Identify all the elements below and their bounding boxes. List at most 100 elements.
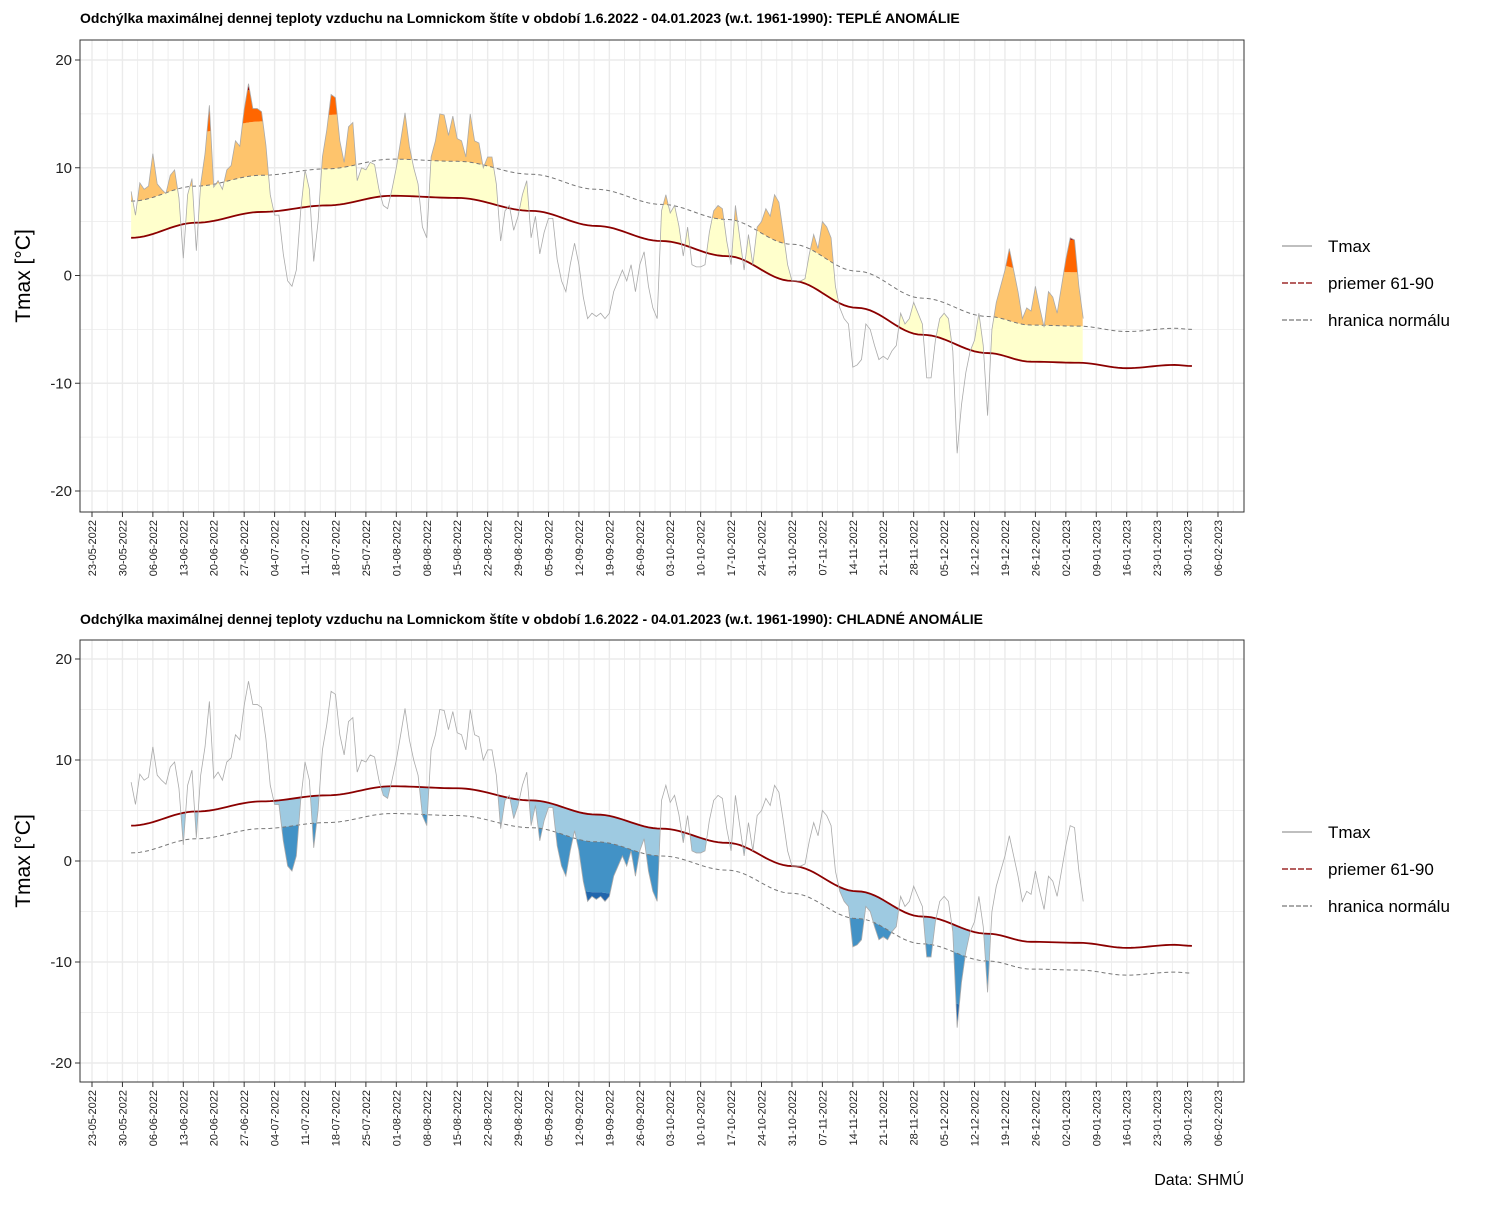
x-tick-label: 20-06-2022: [209, 520, 221, 576]
anomaly-band-1: [181, 812, 186, 841]
anomaly-band-2: [282, 825, 299, 872]
x-tick-label: 01-08-2022: [391, 520, 403, 576]
anomaly-band-1: [509, 798, 520, 819]
x-tick-label: 29-08-2022: [513, 520, 525, 576]
lines-cold: [130, 681, 1192, 1028]
x-tick-label: 06-02-2023: [1213, 520, 1225, 576]
x-tick-label: 24-10-2022: [757, 520, 769, 576]
anomaly-band-1: [923, 916, 936, 945]
x-tick-label: 13-06-2022: [178, 520, 190, 576]
anomaly-band-1: [529, 800, 660, 856]
anomaly-band-1: [310, 795, 319, 824]
x-tick-label: 15-08-2022: [452, 520, 464, 576]
x-tick-label: 10-10-2022: [696, 520, 708, 576]
anomaly-band-1: [198, 175, 274, 223]
anomaly-band-2: [166, 169, 178, 193]
x-tick-label: 12-12-2022: [970, 520, 982, 576]
anomaly-band-2: [556, 832, 573, 877]
x-tick-label: 06-06-2022: [148, 1090, 160, 1146]
anomaly-band-1: [684, 227, 690, 247]
warm-anomalies-panel: Odchýlka maximálnej dennej teploty vzduc…: [12, 10, 1450, 576]
x-tick-label: 19-12-2022: [1000, 1090, 1012, 1146]
x-tick-label: 26-09-2022: [635, 1090, 647, 1146]
legend-warm: Tmax priemer 61-90 hranica normálu: [1282, 237, 1450, 330]
x-tick-label: 19-09-2022: [604, 1090, 616, 1146]
x-tick-label: 10-10-2022: [696, 1090, 708, 1146]
anomaly-band-2: [422, 814, 428, 826]
y-axis-label-warm: Tmax [°C]: [12, 229, 35, 323]
anomaly-band-2: [663, 194, 669, 205]
x-tick-label: 12-09-2022: [574, 1090, 586, 1146]
normal-limit-line: [131, 813, 1192, 976]
x-tick-label: 18-07-2022: [330, 1090, 342, 1146]
anomaly-band-3: [1064, 239, 1078, 273]
x-tick-label: 16-01-2023: [1122, 1090, 1134, 1146]
y-tick-label: 10: [55, 160, 72, 177]
x-tick-label: 21-11-2022: [878, 520, 890, 575]
anomaly-band-1: [131, 189, 181, 238]
anomaly-band-2: [925, 943, 933, 957]
anomaly-band-2: [757, 194, 785, 244]
y-axis-cold: 20 10 0 -10 -20: [50, 651, 80, 1072]
x-tick-label: 09-01-2023: [1091, 520, 1103, 576]
x-tick-label: 12-12-2022: [970, 1090, 982, 1146]
anomaly-band-2: [200, 130, 214, 186]
cold-anomalies-panel: Odchýlka maximálnej dennej teploty vzduc…: [12, 611, 1450, 1146]
x-tick-label: 05-09-2022: [543, 520, 555, 576]
anomaly-band-1: [301, 170, 310, 208]
x-tick-label: 06-02-2023: [1213, 1090, 1225, 1146]
anomaly-band-2: [953, 951, 965, 1005]
x-tick-label: 27-06-2022: [239, 520, 251, 576]
anomaly-band-2: [850, 917, 864, 947]
x-tick-label: 08-08-2022: [422, 1090, 434, 1146]
x-tick-label: 28-11-2022: [909, 1090, 921, 1145]
chart-title-warm: Odchýlka maximálnej dennej teploty vzduc…: [80, 10, 960, 26]
anomaly-band-1: [936, 313, 952, 343]
legend-label-1: priemer 61-90: [1328, 860, 1434, 879]
x-tick-label: 22-08-2022: [483, 1090, 495, 1146]
x-tick-label: 11-07-2022: [300, 520, 312, 575]
y-tick-label: 0: [64, 853, 72, 870]
anomaly-band-1: [792, 249, 839, 303]
y-tick-label: -10: [50, 954, 72, 971]
anomaly-band-1: [194, 811, 198, 838]
x-tick-label: 18-07-2022: [330, 520, 342, 576]
anomaly-band-2: [321, 114, 356, 169]
x-tick-label: 31-10-2022: [787, 1090, 799, 1146]
x-tick-label: 16-01-2023: [1122, 520, 1134, 576]
x-tick-label: 11-07-2022: [300, 1090, 312, 1145]
x-tick-label: 23-01-2023: [1152, 1090, 1164, 1146]
tmax-line: [130, 681, 1084, 1028]
x-tick-label: 06-06-2022: [148, 520, 160, 576]
normal-limit-line: [131, 158, 1192, 333]
x-tick-label: 12-09-2022: [574, 520, 586, 576]
mean-line: [131, 194, 1192, 370]
x-tick-label: 15-08-2022: [452, 1090, 464, 1146]
x-tick-label: 14-11-2022: [848, 520, 860, 575]
anomaly-band-1: [390, 159, 420, 197]
x-tick-label: 28-11-2022: [909, 520, 921, 575]
y-axis-warm: 20 10 0 -10 -20: [50, 52, 80, 500]
data-credit: Data: SHMÚ: [1154, 1170, 1244, 1189]
x-tick-label: 27-06-2022: [239, 1090, 251, 1146]
legend-label-1: priemer 61-90: [1328, 274, 1434, 293]
x-tick-label: 05-12-2022: [939, 1090, 951, 1146]
x-tick-label: 20-06-2022: [209, 1090, 221, 1146]
anomaly-band-1: [990, 316, 1083, 363]
legend-cold: Tmax priemer 61-90 hranica normálu: [1282, 823, 1450, 916]
anomaly-band-2: [431, 113, 483, 165]
anomaly-band-1: [660, 204, 682, 245]
anomaly-band-2: [224, 121, 269, 182]
x-axis-warm: 23-05-2022 30-05-2022 06-06-2022 13-06-2022…: [87, 512, 1225, 576]
y-tick-label: 20: [55, 52, 72, 69]
anomaly-band-2: [810, 221, 834, 264]
x-tick-label: 24-10-2022: [757, 1090, 769, 1146]
x-tick-label: 17-10-2022: [726, 1090, 738, 1146]
anomaly-band-1: [498, 795, 508, 824]
anomaly-band-2: [576, 838, 640, 894]
x-tick-label: 19-12-2022: [1000, 520, 1012, 576]
legend-label-2: hranica normálu: [1328, 897, 1450, 916]
x-tick-label: 17-10-2022: [726, 520, 738, 576]
x-tick-label: 30-01-2023: [1183, 520, 1195, 576]
tmax-line: [130, 83, 1084, 454]
